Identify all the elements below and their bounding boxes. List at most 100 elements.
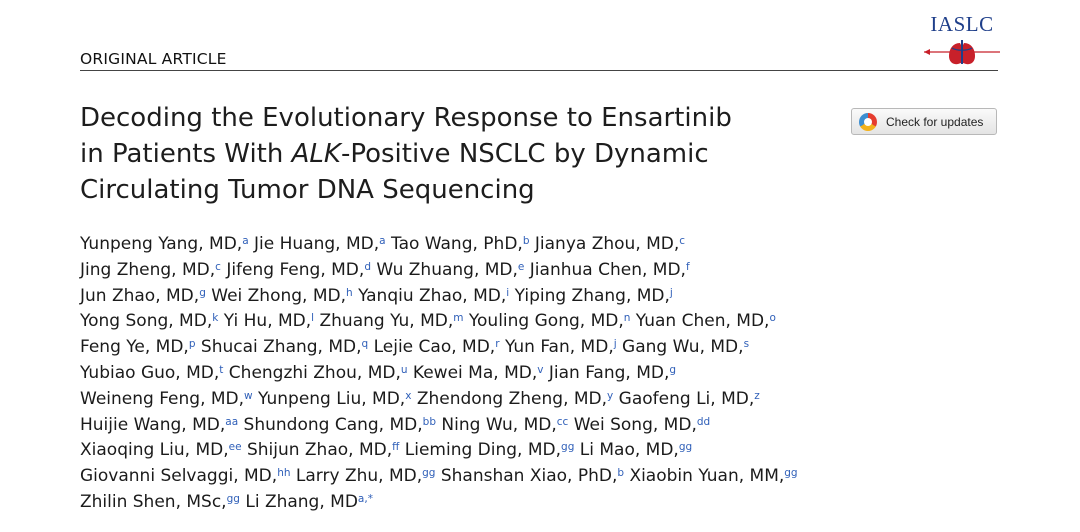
author-name: Jie Huang, MD, xyxy=(254,234,380,254)
affiliation-link[interactable]: x xyxy=(405,389,412,402)
author-line: Yunpeng Yang, MD,a Jie Huang, MD,a Tao W… xyxy=(80,232,1020,258)
author-name: Ning Wu, MD, xyxy=(441,414,557,435)
affiliation-link[interactable]: bb xyxy=(422,415,436,428)
affiliation-link[interactable]: t xyxy=(219,363,224,376)
affiliation-link[interactable]: m xyxy=(453,312,464,325)
author-name: Jing Zheng, MD, xyxy=(80,259,216,280)
affiliation-link[interactable]: y xyxy=(607,389,614,402)
author-name: Yuan Chen, MD, xyxy=(635,311,770,332)
author-name: Gaofeng Li, MD, xyxy=(618,388,755,409)
affiliation-link[interactable]: g xyxy=(669,363,677,376)
affiliation-link[interactable]: a,* xyxy=(357,492,373,505)
author-line: Yong Song, MD,k Yi Hu, MD,l Zhuang Yu, M… xyxy=(80,309,1020,335)
author-line: Zhilin Shen, MSc,gg Li Zhang, MDa,* xyxy=(80,490,1020,516)
affiliation-link[interactable]: gg xyxy=(678,441,693,454)
affiliation-link[interactable]: f xyxy=(685,260,690,273)
affiliation-link[interactable]: dd xyxy=(696,415,711,428)
affiliation-link[interactable]: b xyxy=(617,467,625,480)
author-name: Zhilin Shen, MSc, xyxy=(80,491,227,512)
check-for-updates-label: Check for updates xyxy=(886,114,984,129)
check-for-updates-button[interactable]: Check for updates xyxy=(851,108,997,135)
author-name: Wei Zhong, MD, xyxy=(211,285,347,306)
affiliation-link[interactable]: l xyxy=(311,312,315,325)
author-line: Weineng Feng, MD,w Yunpeng Liu, MD,x Zhe… xyxy=(80,387,1020,413)
affiliation-link[interactable]: cc xyxy=(556,415,569,428)
affiliation-link[interactable]: gg xyxy=(561,441,575,454)
author-name: Giovanni Selvaggi, MD, xyxy=(80,466,278,487)
author-name: Yunpeng Liu, MD, xyxy=(258,388,406,409)
affiliation-link[interactable]: j xyxy=(613,338,617,351)
author-list: Yunpeng Yang, MD,a Jie Huang, MD,a Tao W… xyxy=(80,232,1020,516)
author-line: Giovanni Selvaggi, MD,hh Larry Zhu, MD,g… xyxy=(80,464,1020,490)
affiliation-link[interactable]: d xyxy=(364,260,371,273)
author-name: Zhuang Yu, MD, xyxy=(319,311,454,332)
author-name: Weineng Feng, MD, xyxy=(80,388,245,409)
affiliation-link[interactable]: aa xyxy=(225,415,239,428)
author-name: Chengzhi Zhou, MD, xyxy=(228,362,401,383)
author-name: Yubiao Guo, MD, xyxy=(80,362,220,383)
author-name: Youling Gong, MD, xyxy=(468,311,624,332)
affiliation-link[interactable]: r xyxy=(495,338,500,351)
author-name: Jifeng Feng, MD, xyxy=(226,259,365,280)
affiliation-link[interactable]: j xyxy=(669,286,673,299)
author-name: Lieming Ding, MD, xyxy=(404,440,562,461)
affiliation-link[interactable]: o xyxy=(769,312,776,325)
author-name: Xiaoqing Liu, MD, xyxy=(80,440,229,461)
affiliation-link[interactable]: i xyxy=(506,286,510,299)
author-name: Yunpeng Yang, MD, xyxy=(80,234,243,254)
author-name: Lejie Cao, MD, xyxy=(373,337,496,358)
affiliation-link[interactable]: v xyxy=(537,363,544,376)
article-title: Decoding the Evolutionary Response to En… xyxy=(80,100,840,208)
affiliation-link[interactable]: b xyxy=(522,235,530,247)
affiliation-link[interactable]: hh xyxy=(277,467,291,480)
author-name: Wei Song, MD, xyxy=(573,414,697,435)
affiliation-link[interactable]: n xyxy=(623,312,631,325)
affiliation-link[interactable]: s xyxy=(743,338,750,351)
affiliation-link[interactable]: c xyxy=(679,235,686,247)
header-rule xyxy=(80,70,998,71)
affiliation-link[interactable]: h xyxy=(346,286,353,299)
author-name: Jun Zhao, MD, xyxy=(80,285,200,306)
affiliation-link[interactable]: u xyxy=(400,363,408,376)
affiliation-link[interactable]: k xyxy=(212,312,219,325)
affiliation-link[interactable]: w xyxy=(244,389,253,402)
affiliation-link[interactable]: g xyxy=(199,286,206,299)
author-name: Yun Fan, MD, xyxy=(504,337,614,358)
author-name: Yi Hu, MD, xyxy=(223,311,312,332)
author-name: Jianhua Chen, MD, xyxy=(529,259,686,280)
affiliation-link[interactable]: e xyxy=(517,260,525,273)
affiliation-link[interactable]: p xyxy=(188,338,196,351)
affiliation-link[interactable]: c xyxy=(215,260,221,273)
affiliation-link[interactable]: gg xyxy=(422,467,436,480)
author-name: Yiping Zhang, MD, xyxy=(514,285,670,306)
title-text-2: in Patients With xyxy=(80,139,292,169)
affiliation-link[interactable]: gg xyxy=(784,467,798,480)
affiliation-link[interactable]: a xyxy=(379,235,386,247)
author-name: Gang Wu, MD, xyxy=(622,337,744,358)
author-name: Shundong Cang, MD, xyxy=(243,414,423,435)
author-name: Wu Zhuang, MD, xyxy=(376,259,518,280)
affiliation-link[interactable]: a xyxy=(242,235,249,247)
author-name: Shanshan Xiao, PhD, xyxy=(440,466,618,487)
affiliation-link[interactable]: ff xyxy=(392,441,400,454)
author-name: Li Zhang, MD xyxy=(245,491,358,512)
author-name: Kewei Ma, MD, xyxy=(412,362,538,383)
title-text-3: -Positive NSCLC by Dynamic xyxy=(340,139,709,169)
author-line: Xiaoqing Liu, MD,ee Shijun Zhao, MD,ff L… xyxy=(80,438,1020,464)
author-name: Huijie Wang, MD, xyxy=(80,414,226,435)
affiliation-link[interactable]: z xyxy=(754,389,760,402)
lungs-caduceus-icon xyxy=(924,40,1000,65)
affiliation-link[interactable]: ee xyxy=(228,441,242,454)
title-line-1: Decoding the Evolutionary Response to En… xyxy=(80,103,732,133)
author-name: Shijun Zhao, MD, xyxy=(246,440,393,461)
logo-text: IASLC xyxy=(930,12,994,36)
affiliation-link[interactable]: gg xyxy=(226,492,240,505)
author-name: Feng Ye, MD, xyxy=(80,337,189,358)
author-name: Jianya Zhou, MD, xyxy=(534,234,680,254)
author-line: Yubiao Guo, MD,t Chengzhi Zhou, MD,u Kew… xyxy=(80,361,1020,387)
affiliation-link[interactable]: q xyxy=(361,338,369,351)
author-name: Jian Fang, MD, xyxy=(548,362,670,383)
author-name: Xiaobin Yuan, MM, xyxy=(629,466,785,487)
author-name: Zhendong Zheng, MD, xyxy=(416,388,608,409)
title-line-3: Circulating Tumor DNA Sequencing xyxy=(80,175,535,205)
